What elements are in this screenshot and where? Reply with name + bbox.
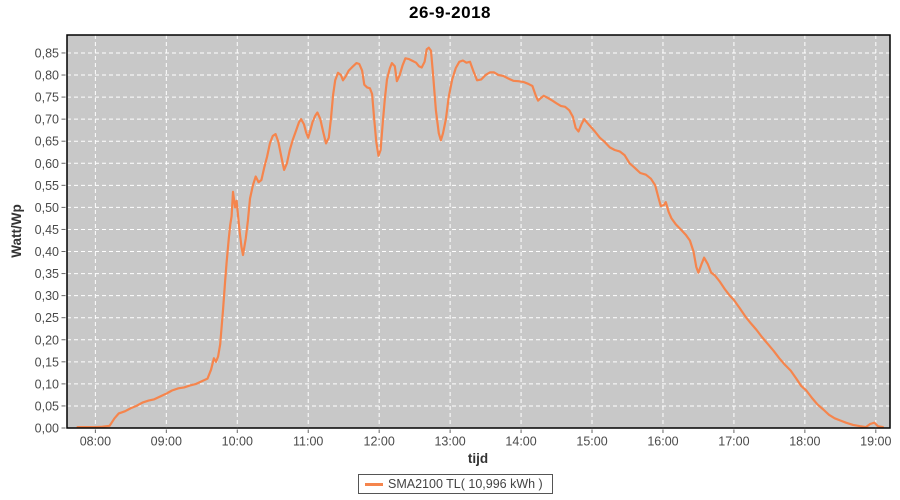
y-tick-label: 0,75 xyxy=(35,91,59,105)
x-tick-label: 11:00 xyxy=(293,435,323,449)
x-tick-label: 09:00 xyxy=(151,435,182,449)
y-tick-label: 0,60 xyxy=(35,157,59,171)
chart-title: 26-9-2018 xyxy=(408,3,491,22)
series-line xyxy=(76,46,885,429)
y-tick-label: 0,15 xyxy=(35,355,59,369)
y-tick-label: 0,50 xyxy=(35,201,59,215)
y-tick-label: 0,30 xyxy=(35,289,59,303)
x-tick-label: 13:00 xyxy=(434,435,465,449)
y-tick-label: 0,25 xyxy=(35,311,59,325)
y-tick-label: 0,65 xyxy=(35,135,59,149)
x-tick-label: 10:00 xyxy=(222,435,253,449)
y-tick-label: 0,20 xyxy=(35,333,59,347)
legend: SMA2100 TL( 10,996 kWh ) xyxy=(358,474,553,494)
x-tick-label: 19:00 xyxy=(860,435,891,449)
y-tick-label: 0,70 xyxy=(35,113,59,127)
y-tick-label: 0,55 xyxy=(35,179,59,193)
x-axis-label: tijd xyxy=(468,451,488,466)
y-tick-label: 0,05 xyxy=(35,399,59,413)
x-tick-label: 17:00 xyxy=(718,435,749,449)
y-tick-label: 0,35 xyxy=(35,267,59,281)
y-tick-label: 0,80 xyxy=(35,69,59,83)
y-tick-label: 0,00 xyxy=(35,422,59,436)
y-tick-label: 0,10 xyxy=(35,377,59,391)
x-tick-label: 18:00 xyxy=(789,435,820,449)
y-tick-label: 0,45 xyxy=(35,223,59,237)
legend-line-swatch xyxy=(365,482,383,486)
y-axis-label: Watt/Wp xyxy=(9,204,24,257)
y-tick-label: 0,40 xyxy=(35,245,59,259)
x-tick-label: 14:00 xyxy=(505,435,536,449)
legend-label: SMA2100 TL( 10,996 kWh ) xyxy=(388,477,543,491)
plot-area xyxy=(67,35,890,428)
x-tick-label: 16:00 xyxy=(647,435,678,449)
x-tick-label: 12:00 xyxy=(364,435,395,449)
x-tick-label: 08:00 xyxy=(80,435,111,449)
y-tick-label: 0,85 xyxy=(35,46,59,60)
plot-svg: 08:00 09:00 10:00 11:00 12:00 13:00 14:00 15:00… xyxy=(9,34,891,466)
x-tick-label: 15:00 xyxy=(576,435,607,449)
plot-border xyxy=(66,34,891,429)
